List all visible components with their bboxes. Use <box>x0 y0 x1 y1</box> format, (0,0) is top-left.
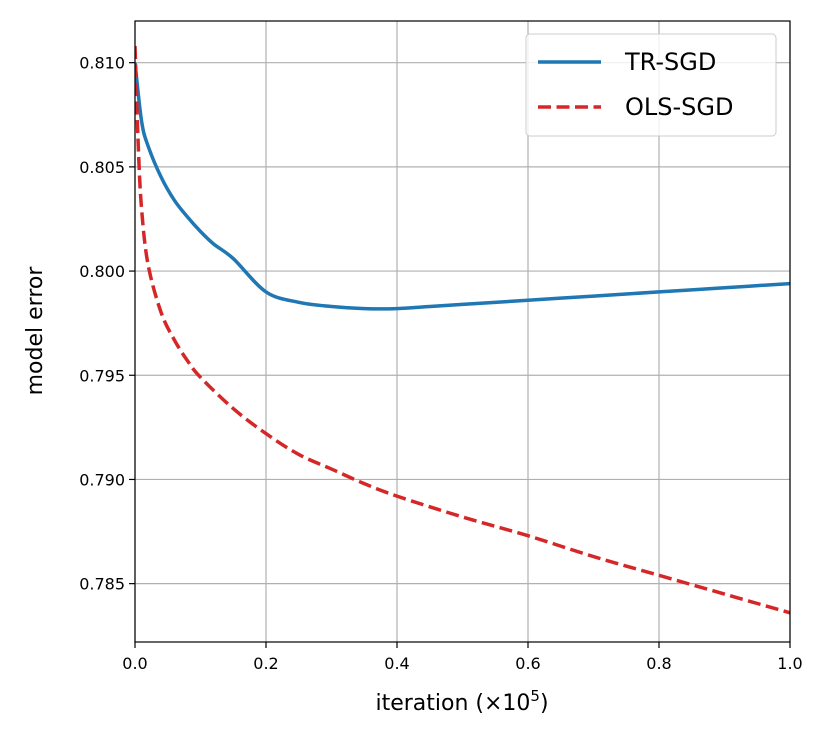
x-axis-label-close: ) <box>540 691 549 716</box>
legend-label-ols-sgd: OLS-SGD <box>625 93 733 121</box>
x-axis-label-main: iteration (×10 <box>375 691 530 716</box>
x-tick-label: 0.4 <box>384 654 409 673</box>
x-tick-label: 1.0 <box>777 654 802 673</box>
x-tick-label: 0.0 <box>122 654 147 673</box>
y-tick-label: 0.800 <box>79 262 125 281</box>
legend: TR-SGD OLS-SGD <box>525 33 777 137</box>
series-layer <box>135 45 790 615</box>
x-axis-label: iteration (×105) <box>375 687 548 716</box>
y-tick-label: 0.785 <box>79 575 125 594</box>
x-tick-label: 0.6 <box>515 654 540 673</box>
y-tick-label: 0.805 <box>79 158 125 177</box>
x-tick-label: 0.8 <box>646 654 671 673</box>
series-line-ols-sgd <box>135 45 790 615</box>
y-tick-label: 0.810 <box>79 54 125 73</box>
x-axis-label-exponent: 5 <box>530 687 540 705</box>
legend-box <box>525 33 777 137</box>
legend-label-tr-sgd: TR-SGD <box>624 48 716 76</box>
y-tick-label: 0.795 <box>79 366 125 385</box>
axis-ticks: 0.0 0.2 0.4 0.6 0.8 1.0 0.785 0.790 0.795 0.800 0.… <box>79 54 803 673</box>
y-axis-label: model error <box>23 266 48 396</box>
plot-frame <box>134 20 791 643</box>
x-tick-label: 0.2 <box>253 654 278 673</box>
y-tick-label: 0.790 <box>79 470 125 489</box>
series-line-tr-sgd <box>135 62 790 311</box>
